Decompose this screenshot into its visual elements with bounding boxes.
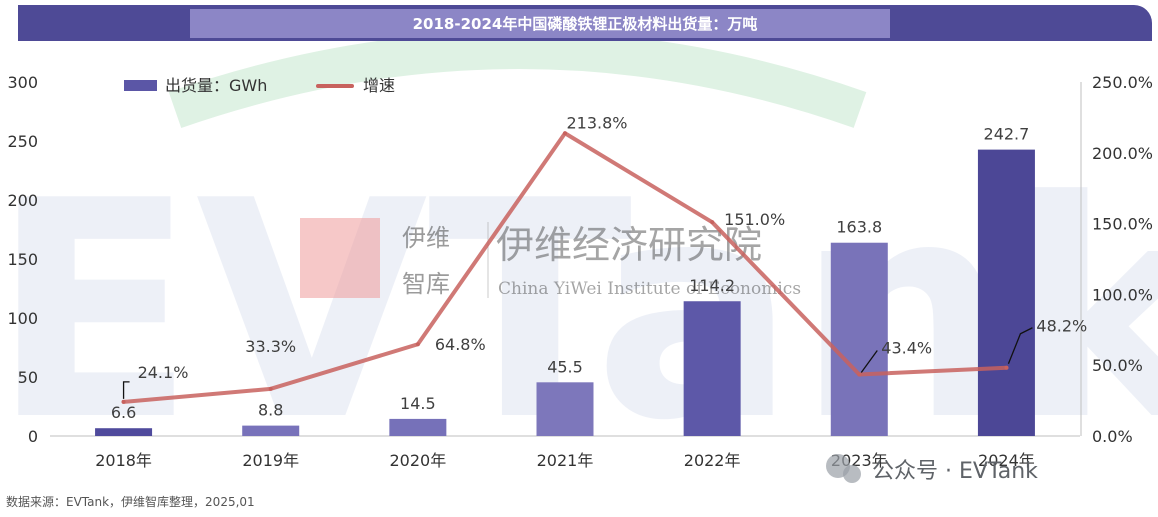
x-tick-labels: 2018年 2019年 2020年 2021年 2022年 2023年 2024年	[95, 451, 1035, 470]
y-right-tick-label: 100.0%	[1092, 285, 1153, 304]
bar-data-label: 45.5	[547, 357, 583, 376]
y-right-tick-label: 250.0%	[1092, 73, 1153, 92]
bar-data-label: 14.5	[400, 394, 436, 413]
bar	[683, 301, 741, 436]
y-left-tick-label: 150	[7, 250, 38, 269]
watermark-emblem	[300, 218, 380, 298]
legend-bar-label: 出货量：GWh	[165, 76, 267, 95]
y-left-tick-label: 0	[28, 427, 38, 446]
wechat-watermark: 公众号 · EVTank	[826, 454, 1038, 484]
line-label-leader	[1007, 327, 1033, 364]
line-data-label: 48.2%	[1036, 317, 1087, 336]
bar-series	[95, 149, 1035, 436]
bar	[95, 428, 153, 436]
watermark-org-cn: 伊维经济研究院	[496, 223, 762, 267]
x-tick-label: 2022年	[684, 451, 741, 470]
y-left-tick-label: 300	[7, 73, 38, 92]
x-tick-label: 2024年	[978, 451, 1035, 470]
line-data-label: 33.3%	[245, 337, 296, 356]
line-point	[857, 372, 862, 377]
bar	[389, 418, 447, 436]
wechat-icon-small	[843, 465, 861, 483]
line-data-label: 64.8%	[435, 335, 486, 354]
legend-line-label: 增速	[363, 76, 395, 95]
title-bar-highlight	[190, 9, 890, 38]
line-data-labels: 24.1% 33.3% 64.8% 213.8% 151.0% 43.4% 48.2%	[122, 113, 1087, 399]
watermark-org-short-2: 智库	[402, 270, 450, 298]
watermark: EVTank 伊维 智库 伊维经济研究院 China YiWei Institu…	[0, 31, 1158, 486]
watermark-org-short-1: 伊维	[402, 224, 450, 252]
bar	[977, 149, 1035, 436]
bar	[536, 382, 594, 436]
source-note: 数据来源：EVTank，伊维智库整理，2025,01	[6, 494, 255, 509]
x-tick-label: 2021年	[537, 451, 594, 470]
x-tick-label: 2020年	[389, 451, 446, 470]
line-label-leader	[122, 381, 130, 399]
line-point	[268, 386, 273, 391]
line-data-label: 151.0%	[724, 210, 785, 229]
title-bar: 2018-2024年中国磷酸铁锂正极材料出货量：万吨	[18, 5, 1152, 41]
line-point	[415, 342, 420, 347]
y-right-tick-label: 50.0%	[1092, 356, 1143, 375]
y-left-tick-label: 100	[7, 309, 38, 328]
line-data-label: 43.4%	[881, 339, 932, 358]
y-left-ticks: 0 50 100 150 200 250 300	[7, 73, 38, 446]
line-point	[710, 220, 715, 225]
line-point	[563, 131, 567, 136]
bar-data-label: 8.8	[258, 401, 283, 420]
y-right-tick-label: 150.0%	[1092, 215, 1153, 234]
x-tick-label: 2018年	[95, 451, 152, 470]
line-point	[1004, 365, 1009, 370]
bar-data-label: 242.7	[984, 125, 1030, 144]
line-series	[121, 131, 1009, 404]
bar-data-label: 114.2	[689, 276, 735, 295]
legend-bar-swatch	[124, 80, 157, 91]
bar-data-label: 163.8	[836, 218, 882, 237]
line-data-label: 24.1%	[138, 363, 189, 382]
watermark-org-en: China YiWei Institute of Economics	[498, 279, 801, 299]
line-data-label: 213.8%	[566, 113, 627, 132]
y-right-tick-label: 0.0%	[1092, 427, 1133, 446]
chart-title: 2018-2024年中国磷酸铁锂正极材料出货量：万吨	[413, 15, 758, 33]
bar-data-labels: 6.6 8.8 14.5 45.5 114.2 163.8 242.7	[111, 125, 1029, 423]
legend: 出货量：GWh 增速	[124, 76, 395, 95]
x-tick-label: 2019年	[242, 451, 299, 470]
y-left-tick-label: 50	[18, 368, 38, 387]
y-right-ticks: 0.0% 50.0% 100.0% 150.0% 200.0% 250.0%	[1092, 73, 1153, 446]
bar	[242, 425, 300, 436]
y-right-tick-label: 200.0%	[1092, 144, 1153, 163]
bar	[830, 242, 888, 436]
line-label-leader	[860, 350, 878, 373]
wechat-label: 公众号 · EVTank	[872, 459, 1038, 484]
watermark-arc	[168, 31, 867, 128]
line-point	[121, 399, 126, 404]
bar-data-label: 6.6	[111, 403, 136, 422]
y-left-tick-label: 250	[7, 132, 38, 151]
y-left-tick-label: 200	[7, 191, 38, 210]
